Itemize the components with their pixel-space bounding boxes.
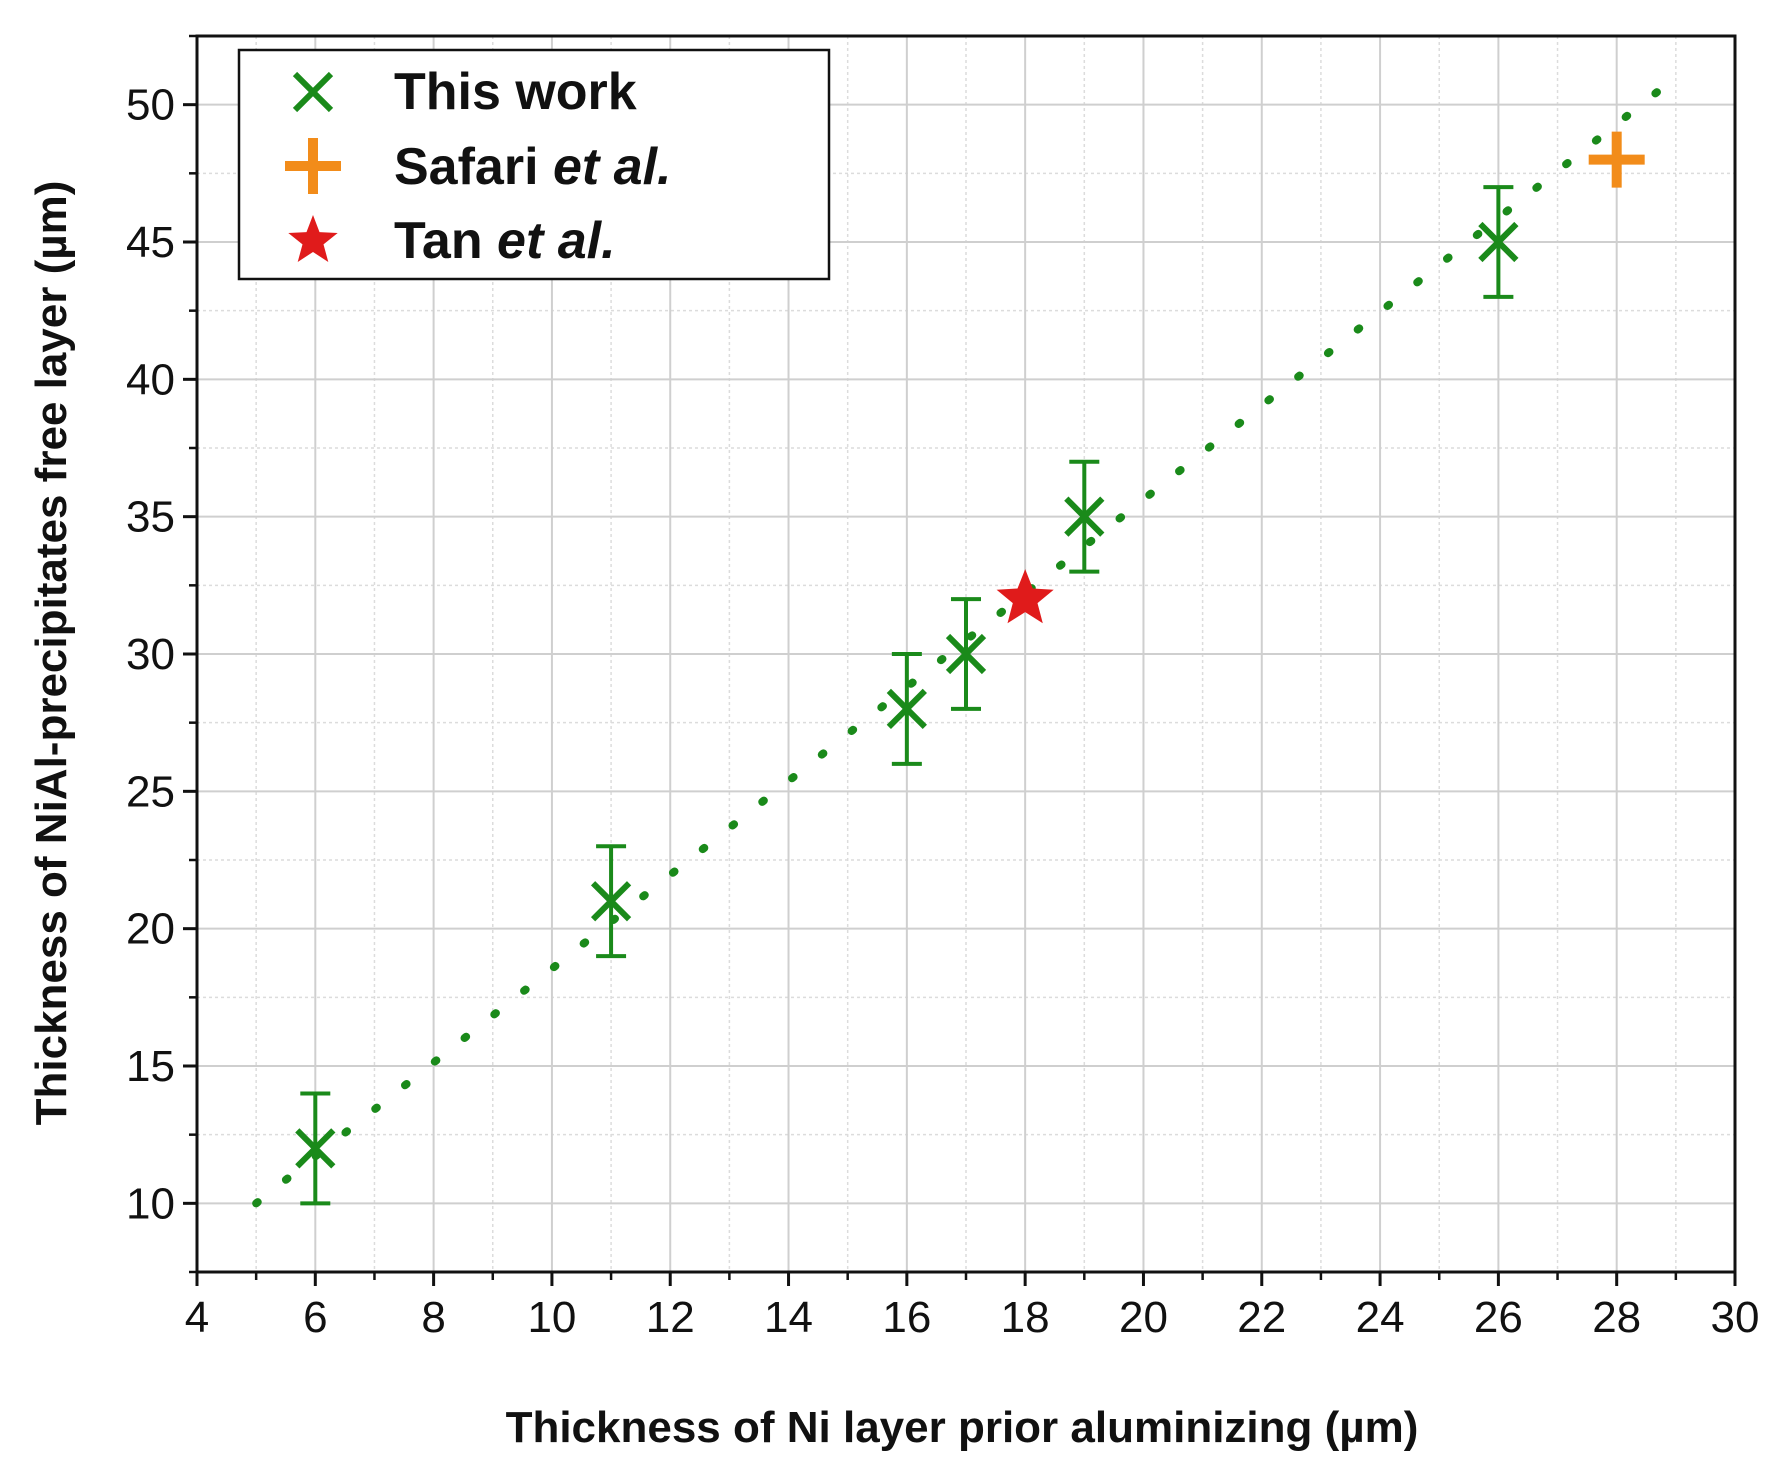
x-tick-label: 18 [1001,1293,1050,1342]
x-tick-label: 22 [1237,1293,1286,1342]
y-tick-label: 30 [126,630,175,679]
legend-marker-star [288,215,338,262]
legend-marker-x [292,71,334,113]
point-this-work [1064,496,1105,537]
point-this-work [590,881,632,922]
y-tick-label: 50 [126,81,175,130]
x-tick-label: 26 [1474,1293,1523,1342]
y-tick-label: 15 [126,1042,175,1091]
x-tick-label: 10 [527,1293,576,1342]
x-stroke [295,1128,336,1169]
x-tick-label: 28 [1592,1293,1641,1342]
data-marks [295,131,1645,1206]
legend-label-tan: Tan et al. [394,212,616,270]
point-this-work [945,633,987,675]
x-tick-label: 8 [421,1293,445,1342]
x-axis-title: Thickness of Ni layer prior aluminizing … [506,1403,1419,1452]
x-tick-label: 20 [1119,1293,1168,1342]
trendline [252,73,1680,1208]
legend-label-safari: Safari et al. [394,138,671,196]
x-tick-label: 30 [1711,1293,1760,1342]
legend-label-safari-author: Safari [394,138,553,196]
x-tick-label: 12 [646,1293,695,1342]
x-stroke [945,633,987,675]
x-tick-label: 6 [303,1293,327,1342]
y-tick-label: 25 [126,767,175,816]
x-stroke [590,881,632,922]
legend-label-this-work: This work [394,63,637,121]
x-stroke [292,71,334,113]
legend-label-safari-etal: et al. [553,138,672,196]
point-safari [1588,131,1645,188]
y-tick-label: 35 [126,493,175,542]
x-tick-label: 24 [1356,1293,1405,1342]
point-this-work [1478,221,1519,263]
axes [183,34,1737,1286]
legend-symbol-this-work [292,71,334,113]
point-tan [996,569,1054,624]
y-tick-label: 45 [126,218,175,267]
legend-symbol-safari [285,138,341,194]
y-tick-label: 20 [126,905,175,954]
point-this-work [295,1128,336,1169]
legend: This work Safari et al. Tan et al. [237,48,831,281]
x-tick-label: 4 [185,1293,209,1342]
x-tick-label: 16 [882,1293,931,1342]
point-this-work [886,688,927,730]
legend-label-tan-author: Tan [394,212,497,270]
tick-labels: 4 6 8 10 12 14 16 18 20 22 24 26 28 30 10 15 20 25 30 35 40 4… [126,81,1759,1342]
y-tick-label: 40 [126,355,175,404]
trendline-path [252,73,1680,1208]
legend-label-tan-etal: et al. [497,212,616,270]
x-stroke [1478,221,1519,263]
legend-symbol-tan [288,215,338,262]
legend-marker-plus [285,138,341,194]
x-stroke [1064,496,1105,537]
x-tick-label: 14 [764,1293,813,1342]
x-stroke [886,688,927,730]
y-tick-label: 10 [126,1179,175,1228]
y-axis-title: Thickness of NiAl-precipitates free laye… [27,181,76,1126]
